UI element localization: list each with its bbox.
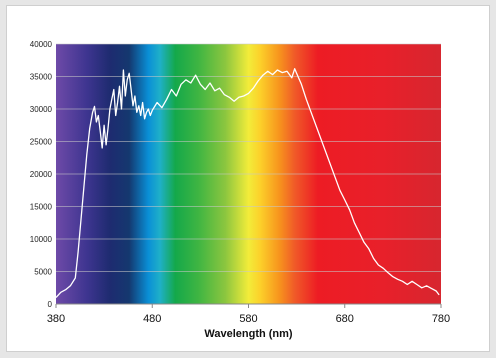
x-tick-label: 580 <box>239 313 257 325</box>
y-tick-label: 20000 <box>30 170 53 179</box>
y-tick-label: 5000 <box>34 268 52 277</box>
x-tick-label: 480 <box>143 313 161 325</box>
y-tick-label: 30000 <box>30 105 53 114</box>
x-tick-label: 780 <box>432 313 450 325</box>
y-tick-label: 15000 <box>30 203 53 212</box>
grid-lines <box>56 43 441 305</box>
y-tick-label: 0 <box>48 300 53 309</box>
x-tick-label: 680 <box>336 313 354 325</box>
x-tick-label: 380 <box>47 313 65 325</box>
series-line <box>55 68 440 298</box>
spectrum-chart: 0 5000 10000 15000 20000 25000 30000 35000 40000… <box>30 40 450 340</box>
x-axis-ticks: 380 480 580 680 780 <box>47 304 450 325</box>
y-tick-label: 35000 <box>30 73 53 82</box>
y-tick-label: 40000 <box>30 40 53 49</box>
y-tick-label: 25000 <box>30 138 53 147</box>
x-axis-label: Wavelength (nm) <box>204 328 293 340</box>
y-axis-ticks: 0 5000 10000 15000 20000 25000 30000 35000 40000 <box>30 40 53 309</box>
y-tick-label: 10000 <box>30 235 53 244</box>
chart-frame: 0 5000 10000 15000 20000 25000 30000 35000 40000… <box>6 5 490 352</box>
